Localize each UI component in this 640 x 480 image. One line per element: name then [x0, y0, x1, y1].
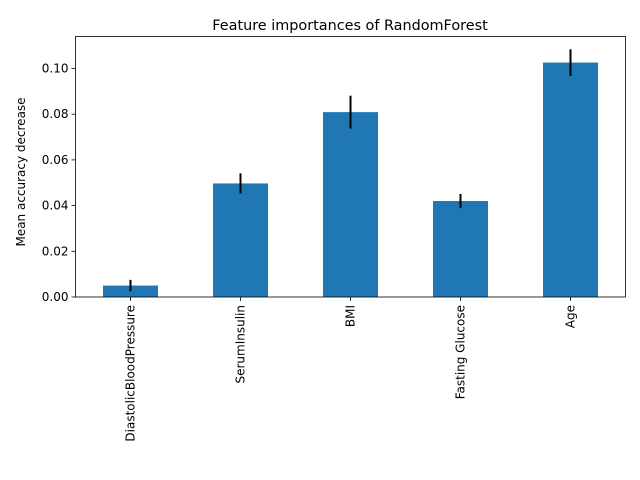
chart-title: Feature importances of RandomForest: [212, 18, 488, 34]
bars-layer: [103, 62, 598, 297]
y-tick-label: 0.04: [42, 199, 69, 213]
x-tick-label: Age: [564, 305, 578, 328]
bar: [433, 201, 488, 297]
x-tick-label: SerumInsulin: [234, 305, 248, 384]
y-tick-label: 0.06: [42, 153, 69, 167]
y-tick-label: 0.02: [42, 244, 69, 258]
x-tick-label: BMI: [344, 305, 358, 327]
x-tick-label: Fasting Glucose: [454, 305, 468, 399]
bar: [543, 62, 598, 297]
x-tick-label: DiastolicBloodPressure: [124, 305, 138, 442]
y-tick-label: 0.10: [42, 61, 69, 75]
y-tick-label: 0.08: [42, 107, 69, 121]
plot-frame: [75, 36, 626, 298]
y-axis-label: Mean accuracy decrease: [14, 97, 28, 246]
x-axis: DiastolicBloodPressure SerumInsulin BMI Fas…: [124, 297, 578, 442]
y-axis: 0.00 0.02 0.04 0.06 0.08 0.10: [42, 61, 76, 304]
bar: [323, 112, 378, 297]
y-tick-label: 0.00: [42, 290, 69, 304]
bar: [213, 183, 268, 297]
error-bars-layer: [129, 49, 572, 292]
